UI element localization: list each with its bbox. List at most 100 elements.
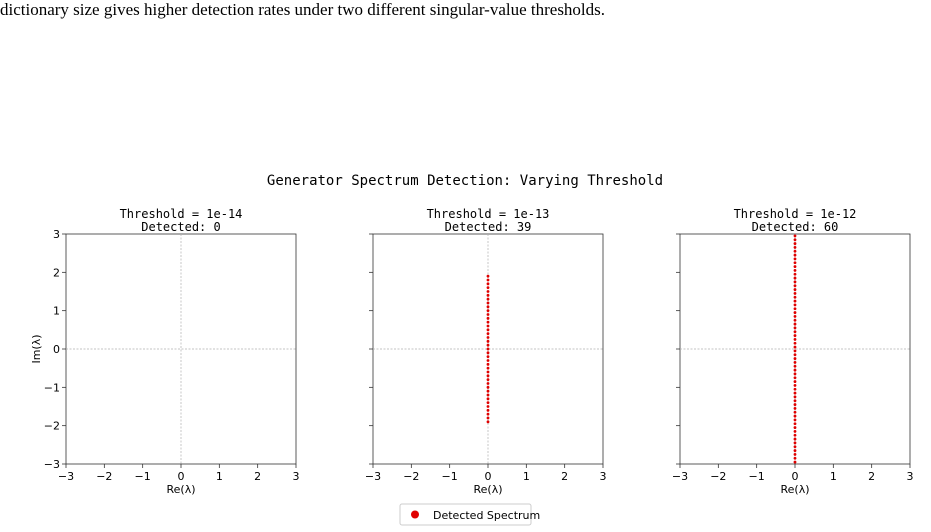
spectrum-point	[486, 316, 490, 320]
spectrum-point	[793, 322, 797, 326]
legend: Detected Spectrum	[399, 503, 540, 526]
x-tick-label: 0	[792, 470, 799, 483]
x-tick-label: −3	[58, 470, 74, 483]
subplot-detected-count: Detected: 39	[445, 220, 532, 234]
x-tick-label: −3	[672, 470, 688, 483]
spectrum-point	[793, 295, 797, 299]
spectrum-point	[793, 460, 797, 464]
x-tick-label: −2	[710, 470, 726, 483]
spectrum-point	[793, 311, 797, 314]
spectrum-point	[486, 336, 490, 339]
spectrum-point	[793, 334, 797, 337]
spectrum-point	[793, 410, 797, 414]
spectrum-point	[486, 362, 490, 366]
x-tick-label: 1	[216, 470, 223, 483]
spectrum-point	[793, 242, 797, 245]
subplot-title: Threshold = 1e-12	[734, 207, 857, 221]
spectrum-point	[793, 284, 797, 288]
spectrum-point	[793, 303, 797, 307]
spectrum-point	[486, 374, 490, 378]
spectrum-point	[486, 416, 490, 420]
spectrum-point	[793, 433, 797, 437]
spectrum-point	[486, 366, 490, 370]
spectrum-point	[793, 387, 797, 391]
spectrum-point	[486, 297, 490, 301]
x-tick-label: −2	[403, 470, 419, 483]
spectrum-point	[793, 364, 797, 368]
spectrum-point	[793, 380, 797, 383]
spectrum-point	[793, 318, 797, 322]
x-tick-label: 3	[293, 470, 300, 483]
spectrum-point	[486, 290, 490, 293]
spectrum-point	[793, 330, 797, 334]
x-tick-label: 1	[830, 470, 837, 483]
y-tick-label: −1	[44, 381, 60, 394]
y-tick-label: 1	[53, 305, 60, 318]
spectrum-point	[793, 276, 797, 280]
subplot-title: Threshold = 1e-14	[120, 207, 243, 221]
spectrum-point	[486, 355, 490, 359]
spectrum-point	[793, 422, 797, 426]
x-tick-label: 2	[868, 470, 875, 483]
spectrum-point	[486, 343, 490, 347]
spectrum-point	[486, 286, 490, 290]
spectrum-point	[486, 305, 490, 309]
figure-title: Generator Spectrum Detection: Varying Th…	[267, 173, 663, 189]
spectrum-point	[793, 353, 797, 357]
figure-caption: dictionary size gives higher detection r…	[0, 0, 606, 19]
spectrum-point	[793, 246, 797, 249]
spectrum-point	[793, 407, 797, 410]
y-tick-label: 3	[53, 228, 60, 241]
spectrum-point	[793, 399, 797, 403]
spectrum-point	[793, 299, 797, 303]
x-tick-label: −3	[365, 470, 381, 483]
spectrum-point	[486, 309, 490, 313]
spectrum-point	[486, 389, 490, 393]
spectrum-point	[486, 370, 490, 374]
spectrum-point	[793, 445, 797, 449]
spectrum-point	[793, 272, 797, 276]
spectrum-point	[793, 418, 797, 422]
y-tick-label: 0	[53, 343, 60, 356]
spectrum-point	[486, 412, 490, 416]
spectrum-point	[486, 393, 490, 397]
spectrum-point	[793, 430, 797, 433]
x-tick-label: 2	[254, 470, 261, 483]
spectrum-point	[486, 420, 490, 424]
x-tick-label: 3	[907, 470, 914, 483]
spectrum-point	[793, 249, 797, 253]
spectrum-point	[486, 408, 490, 412]
spectrum-point	[793, 376, 797, 380]
spectrum-point	[486, 293, 490, 297]
spectrum-point	[793, 238, 797, 242]
spectrum-point	[486, 359, 490, 362]
spectrum-point	[486, 405, 490, 408]
spectrum-point	[793, 257, 797, 261]
spectrum-point	[793, 265, 797, 268]
spectrum-point	[793, 395, 797, 399]
x-tick-label: 0	[485, 470, 492, 483]
x-tick-label: −1	[442, 470, 458, 483]
spectrum-point	[793, 345, 797, 349]
spectrum-point	[793, 269, 797, 272]
subplot-threshold-1e-14: −3 −2 −1 0 1 2 3 −3 −2 −1 0 1 2 3 Threshold = 1e-14Det…	[30, 207, 300, 496]
axes-frame	[65, 233, 297, 465]
x-axis-label: Re(λ)	[780, 483, 809, 496]
spectrum-point	[793, 315, 797, 318]
legend-marker	[411, 510, 419, 519]
subplot-detected-count: Detected: 0	[141, 220, 220, 234]
subplot-title: Threshold = 1e-13	[427, 207, 550, 221]
spectrum-point	[793, 426, 797, 429]
spectrum-point	[793, 326, 797, 330]
spectrum-point	[486, 382, 490, 385]
spectrum-point	[793, 372, 797, 376]
spectrum-point	[486, 397, 490, 401]
spectrum-point	[486, 339, 490, 343]
x-tick-label: 3	[600, 470, 607, 483]
spectrum-point	[486, 313, 490, 316]
spectrum-point	[793, 453, 797, 456]
spectrum-point	[793, 384, 797, 387]
legend-label: Detected Spectrum	[433, 509, 540, 522]
